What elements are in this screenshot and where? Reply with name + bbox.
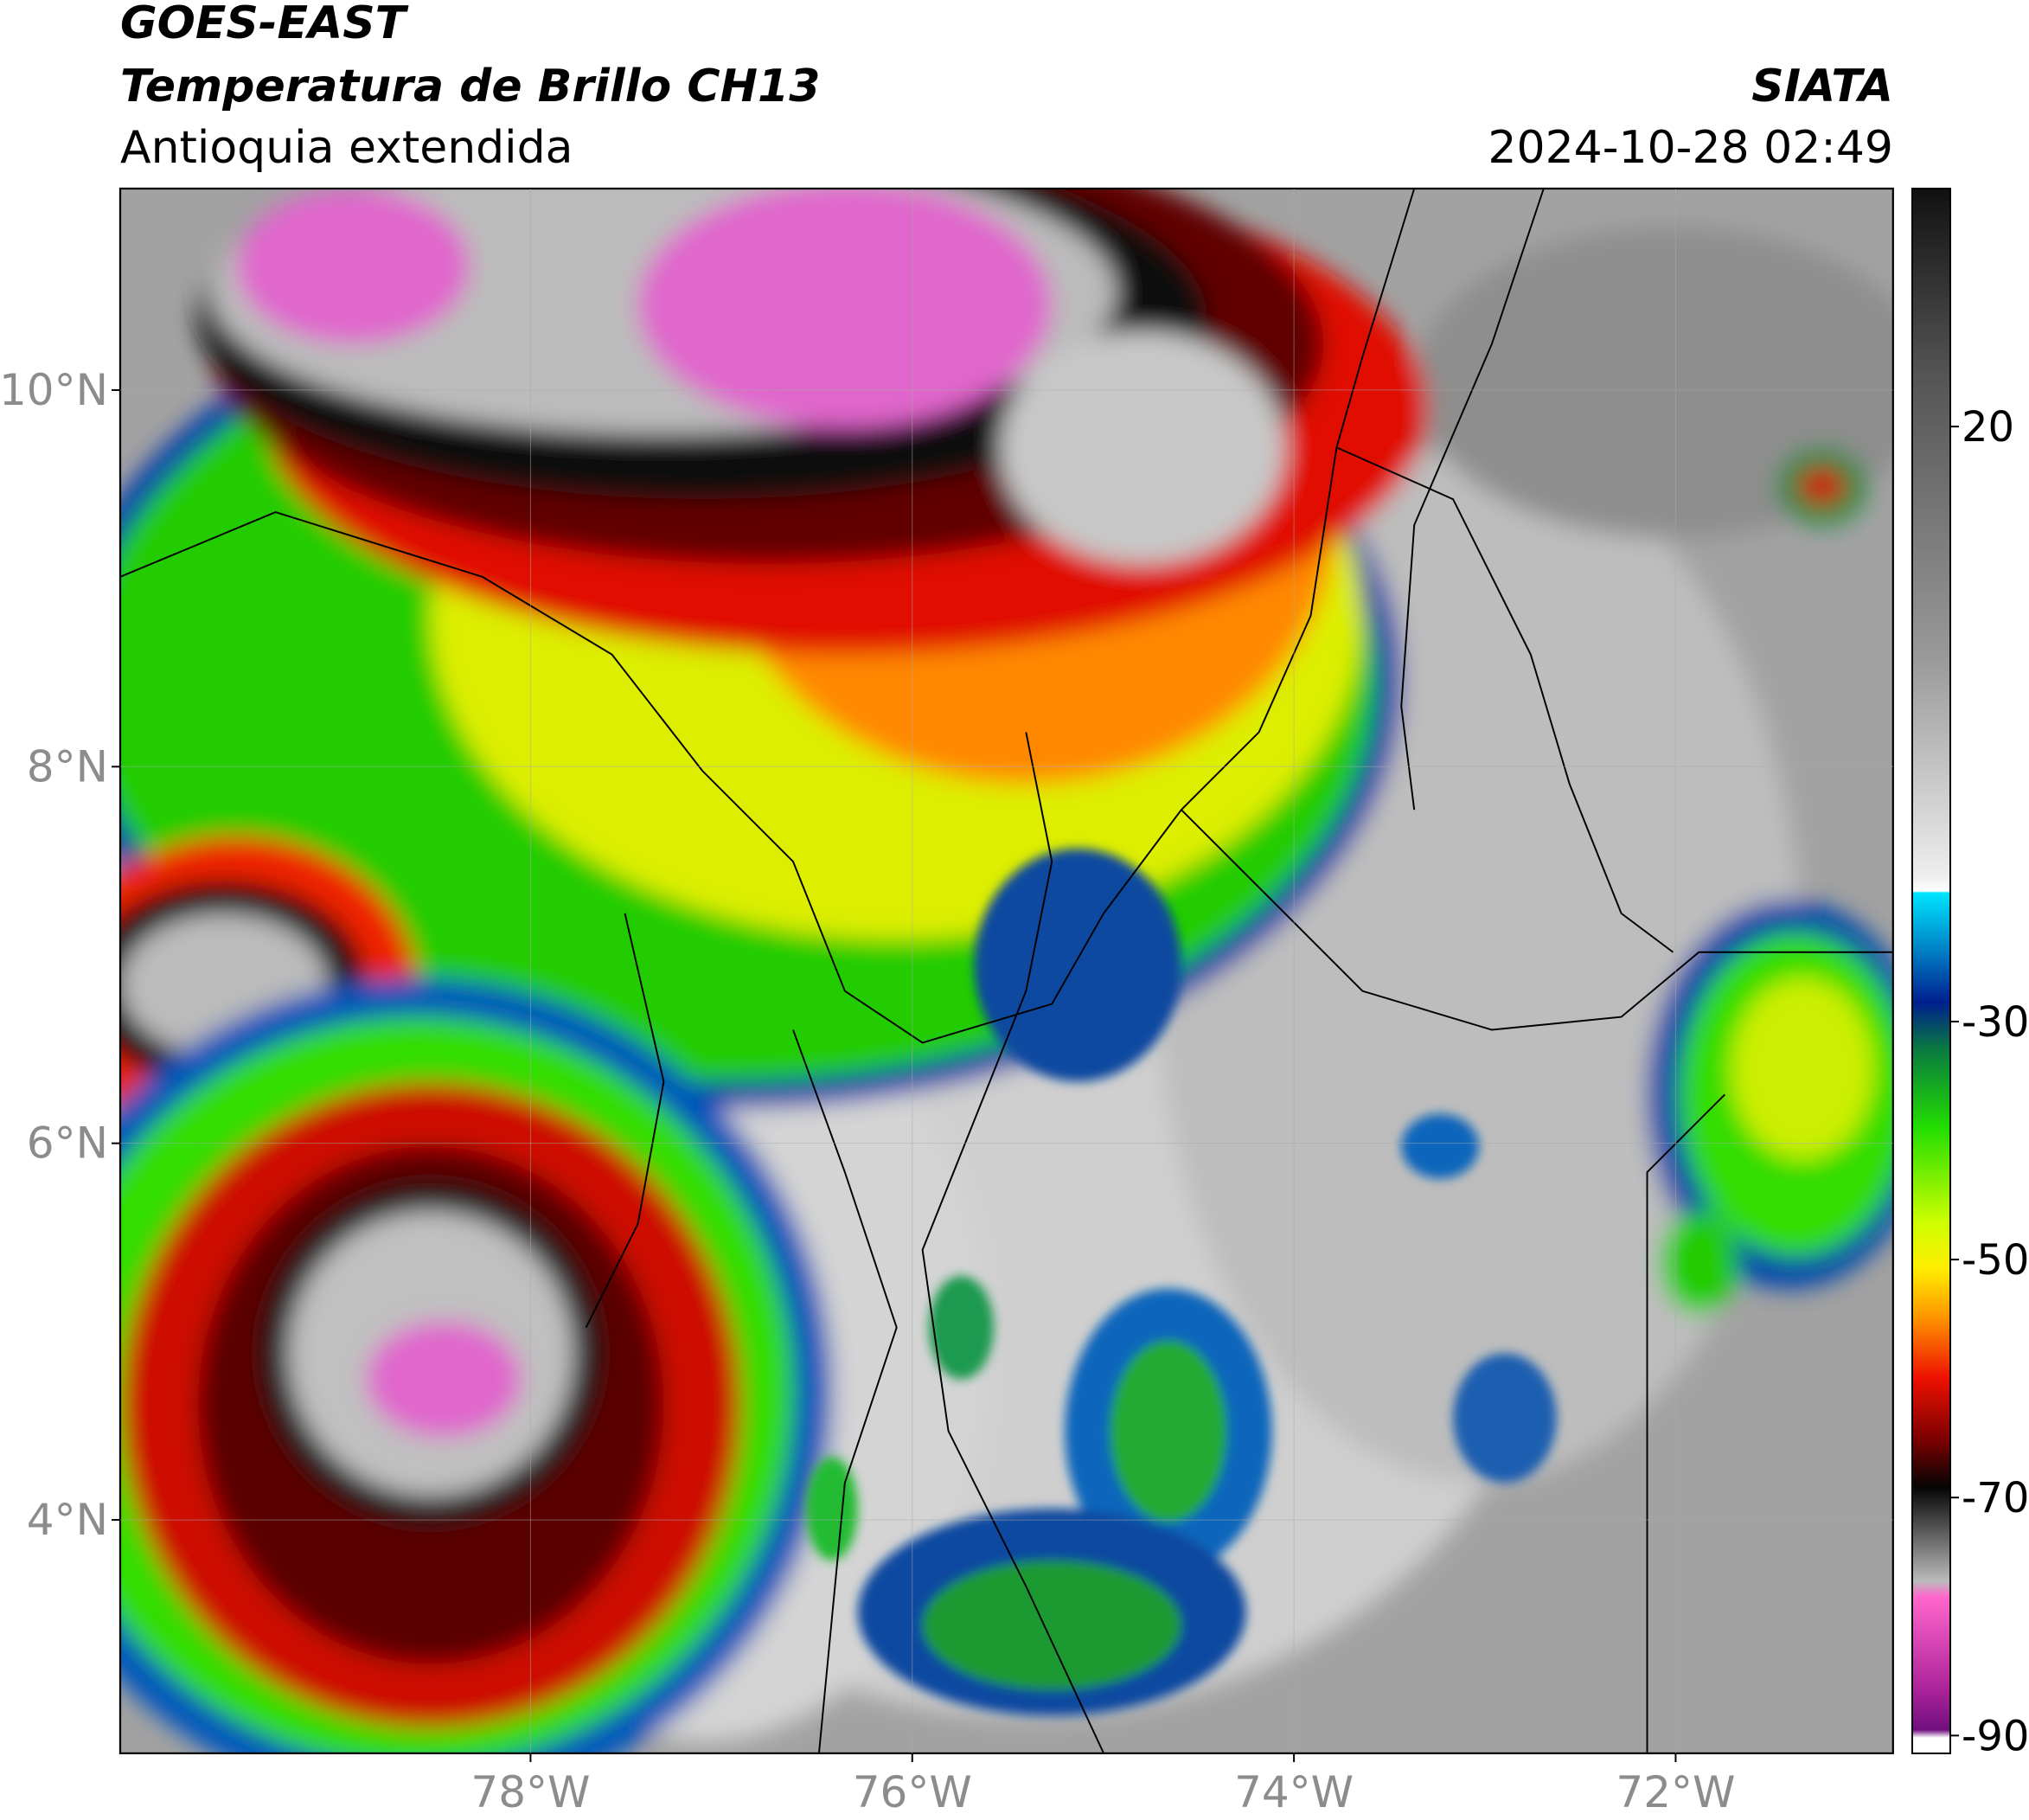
region: Antioquia extendida [120, 122, 573, 174]
x-tick-label: 78°W [470, 1767, 590, 1817]
y-tick-label: 8°N [27, 741, 108, 791]
satellite: GOES-EAST [120, 0, 409, 49]
satellite-image [118, 187, 1894, 1755]
colorbar-tick-label: -70 [1962, 1474, 2029, 1522]
y-tick-label: 6°N [27, 1118, 108, 1169]
datetime: 2024-10-28 02:49 [1488, 122, 1893, 174]
source: SIATA [1751, 61, 1893, 112]
colorbar-tick-label: -90 [1962, 1712, 2029, 1760]
y-tick-label: 4°N [27, 1495, 108, 1545]
colorbar-tick-label: 20 [1962, 403, 2014, 452]
x-tick-label: 76°W [853, 1767, 972, 1817]
y-tick-label: 10°N [0, 365, 108, 415]
product: Temperatura de Brillo CH13 [120, 61, 820, 112]
colorbar-tick-label: -30 [1962, 998, 2029, 1047]
x-tick-label: 74°W [1234, 1767, 1354, 1817]
x-tick-label: 72°W [1616, 1767, 1735, 1817]
colorbar [1911, 188, 1951, 1754]
colorbar-tick-label: -50 [1962, 1236, 2029, 1285]
